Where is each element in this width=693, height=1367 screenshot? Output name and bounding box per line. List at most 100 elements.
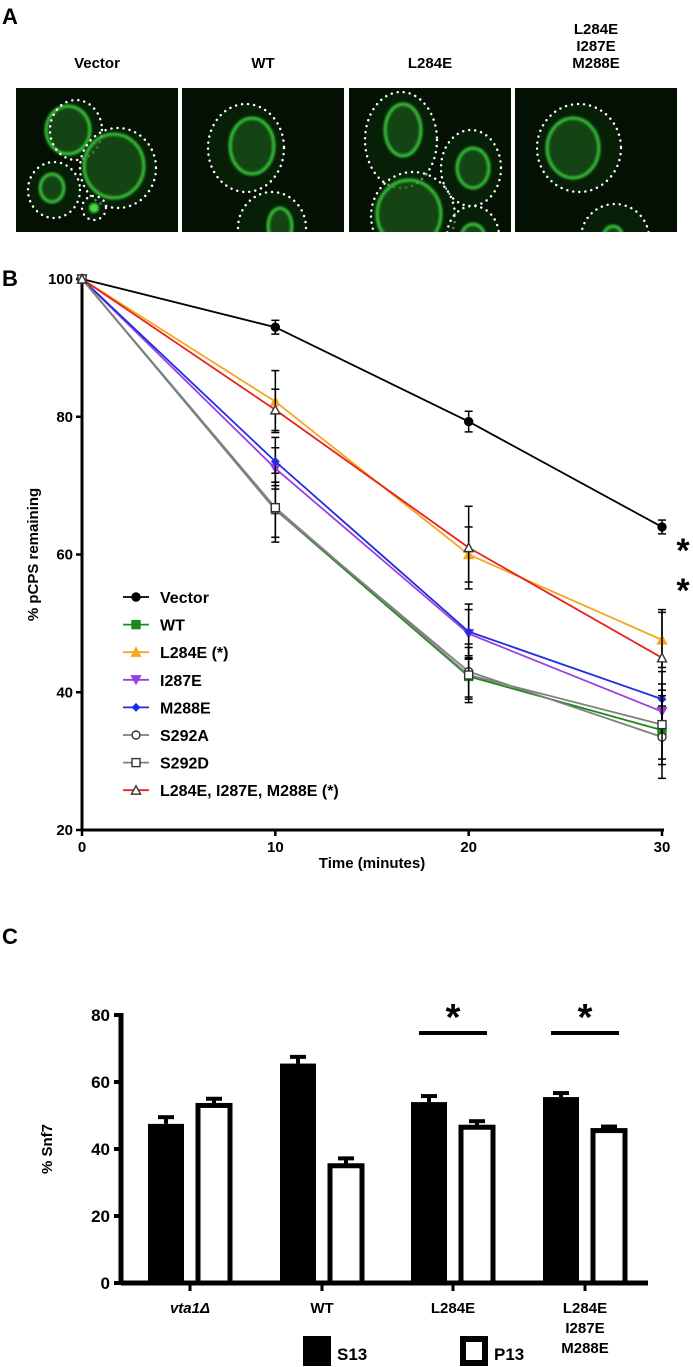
x-tick-label: I287E [565, 1320, 604, 1337]
legend-item: I287E [123, 673, 202, 690]
series-line [81, 278, 663, 700]
legend-label: M288E [160, 700, 211, 717]
legend-swatch [303, 1336, 331, 1366]
cell-outline-dotted [236, 190, 308, 232]
data-point [464, 627, 474, 637]
series-line [81, 278, 663, 659]
series-line [81, 278, 663, 726]
cell-body [447, 206, 499, 232]
cell-outline-dotted [439, 128, 503, 208]
data-point [270, 502, 281, 513]
micrograph-image [349, 88, 511, 232]
vacuole-membrane [455, 146, 491, 190]
micrograph-label: Vector [16, 55, 178, 72]
legend-item: P13 [460, 1336, 524, 1366]
cell-outline-dotted [535, 102, 623, 194]
significance-asterisk: * [446, 997, 461, 1039]
y-tick-label: 40 [56, 684, 73, 701]
vacuole-membrane [375, 178, 443, 232]
bar-s13 [411, 1102, 447, 1283]
cell-outline-dotted [78, 126, 158, 210]
y-tick-label: 0 [101, 1274, 110, 1293]
legend-marker [131, 619, 141, 630]
legend-marker [131, 592, 141, 602]
legend-marker [131, 702, 141, 712]
micrograph-label-line: L284E [573, 21, 619, 38]
y-tick-label: 40 [91, 1140, 110, 1159]
legend-label: S292A [160, 728, 209, 745]
micrograph-label-line: Vector [74, 55, 120, 72]
data-point [656, 651, 668, 663]
micrograph-cells [206, 102, 308, 232]
legend-marker [131, 730, 141, 740]
bar-s13 [148, 1123, 184, 1283]
x-tick-label: 20 [460, 839, 477, 856]
significance-asterisk: * [578, 997, 593, 1039]
micrograph-cells [26, 98, 158, 222]
cell-outline-dotted [48, 98, 104, 162]
data-point [270, 457, 280, 467]
micrograph-cells [363, 90, 503, 232]
bar-p13 [590, 1128, 628, 1286]
series-line [81, 278, 663, 528]
micrograph-cells [535, 102, 650, 232]
y-tick-label: 100 [48, 271, 73, 288]
y-tick-label: 80 [91, 1006, 110, 1025]
chart-b-pcps-remaining: 20 40 60 80 100 0 10 20 30 Time (minutes) % pCPS r… [25, 271, 690, 872]
data-point [657, 522, 667, 532]
micrograph-image [182, 88, 344, 232]
micrograph-image [16, 88, 178, 232]
y-tick-label: 60 [56, 547, 73, 564]
fluorescent-punctum [89, 203, 99, 213]
legend-item: S292D [123, 756, 209, 773]
legend-label: I287E [160, 673, 202, 690]
series-s292d [77, 274, 667, 760]
micrograph-label-line: I287E [576, 38, 616, 55]
vacuole-membrane [38, 172, 66, 204]
bar-p13 [195, 1102, 233, 1286]
x-tick-label: 30 [654, 839, 671, 856]
y-tick-label: 20 [91, 1207, 110, 1226]
panel-a-letter: A [2, 4, 18, 29]
legend-label: S13 [337, 1345, 367, 1364]
bar-s13 [280, 1063, 316, 1283]
legend-marker [130, 675, 142, 686]
legend-item: WT [123, 618, 185, 635]
y-tick-label: 60 [91, 1073, 110, 1092]
data-point [463, 416, 474, 427]
bar-s13 [543, 1097, 579, 1283]
y-axis-title: % pCPS remaining [25, 488, 42, 621]
x-tick-label: WT [310, 1300, 333, 1317]
micrograph-label-line: M288E [572, 55, 620, 72]
bar-p13 [327, 1163, 365, 1286]
vacuole-membrane [82, 132, 146, 200]
legend-swatch [460, 1336, 488, 1366]
cell-outline-dotted [206, 102, 286, 194]
legend-label: L284E, I287E, M288E (*) [160, 783, 339, 800]
legend-marker [131, 757, 141, 768]
micrograph-label: L284E I287E M288E [515, 21, 677, 72]
legend-label: Vector [160, 590, 209, 607]
series-line [81, 278, 663, 713]
x-tick-label: L284E [431, 1300, 475, 1317]
series-l284e-i287e-m288e- [76, 273, 668, 707]
vacuole-membrane [266, 206, 294, 232]
micrograph-label-line: WT [251, 55, 275, 72]
cell-outline-dotted [26, 160, 82, 220]
vacuole-membrane [383, 102, 423, 158]
vacuole-membrane [602, 224, 624, 232]
x-tick-label: 10 [267, 839, 284, 856]
data-point [463, 670, 474, 680]
legend-item: S13 [303, 1336, 367, 1366]
data-point [463, 541, 475, 553]
x-axis-title: Time (minutes) [319, 855, 425, 872]
y-axis-title: % Snf7 [39, 1124, 56, 1174]
x-tick-label: M288E [561, 1340, 609, 1357]
micrograph-label: L284E [349, 55, 511, 72]
legend-item: L284E (*) [123, 645, 228, 662]
data-point [269, 403, 281, 415]
legend-label: L284E (*) [160, 645, 228, 662]
y-tick-label: 80 [56, 409, 73, 426]
legend-label: S292D [160, 756, 209, 773]
